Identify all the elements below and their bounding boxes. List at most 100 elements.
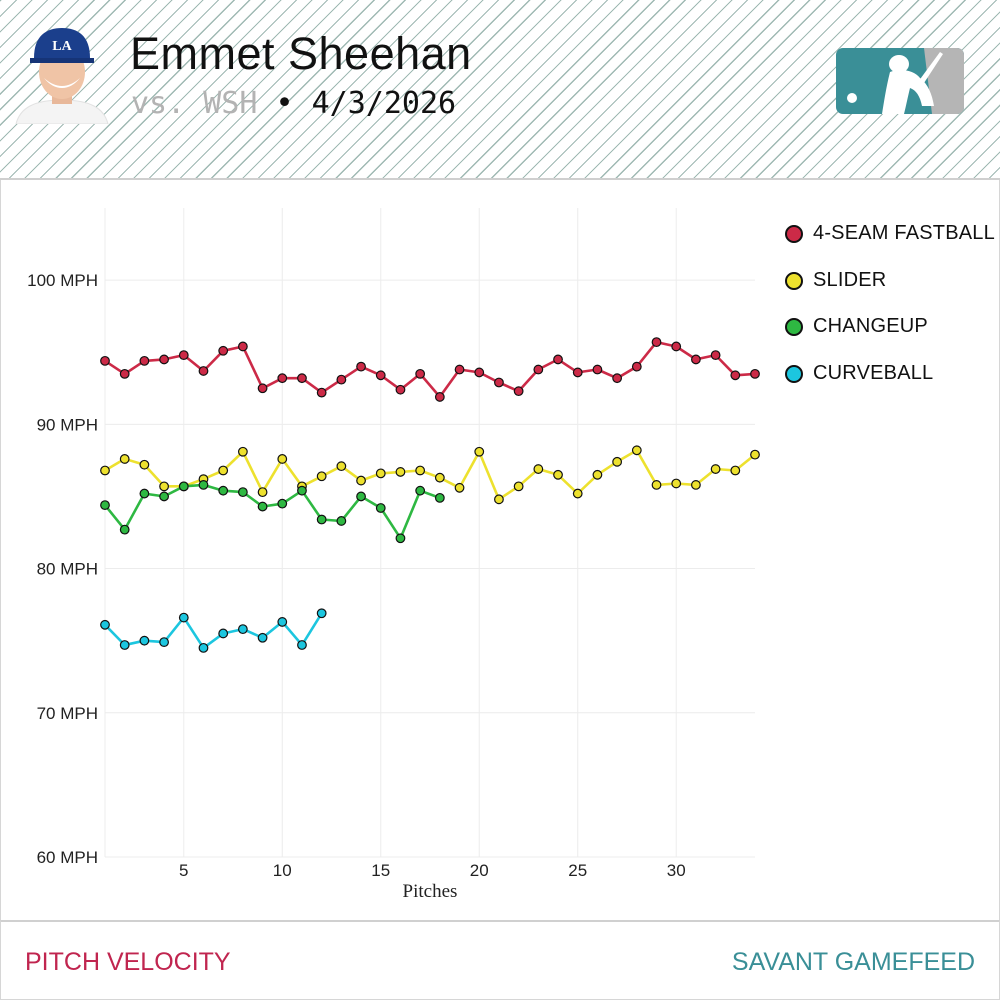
data-point: [178, 350, 189, 361]
data-point: [257, 487, 268, 498]
data-point: [592, 364, 603, 375]
x-tick-label: 30: [667, 861, 686, 880]
data-point: [237, 446, 248, 457]
data-point: [415, 465, 426, 476]
data-point: [513, 386, 524, 397]
logo-batter-silhouette: [882, 52, 943, 114]
data-point: [257, 383, 268, 394]
data-point: [139, 355, 150, 366]
series-line: [104, 612, 323, 650]
data-point: [750, 368, 760, 379]
series-changeup: [100, 480, 445, 544]
axis-labels: 60 MPH 70 MPH 80 MPH 90 MPH 100 MPH 5 10 15 20 25…: [27, 271, 686, 880]
legend-item-four-seam: 4-SEAM FASTBALL: [785, 222, 995, 269]
data-point: [612, 373, 623, 384]
series-4-seam-fastball: [100, 337, 760, 402]
data-point: [198, 366, 209, 376]
legend-dot-changeup: [785, 318, 803, 337]
legend-item-curveball: CURVEBALL: [785, 362, 995, 409]
data-point: [119, 640, 130, 650]
data-point: [375, 468, 386, 479]
data-point: [159, 491, 169, 502]
data-point: [651, 480, 662, 490]
data-point: [178, 481, 189, 492]
x-tick-label: 5: [179, 861, 188, 880]
data-point: [139, 635, 150, 646]
data-point: [612, 456, 623, 467]
series-slider: [100, 445, 760, 505]
data-point: [297, 485, 307, 496]
data-point: [277, 617, 288, 627]
mlb-logo-icon: [836, 48, 964, 114]
data-point: [553, 469, 563, 480]
data-point: [494, 377, 504, 388]
data-point: [356, 491, 366, 502]
player-headshot: LA: [15, 28, 109, 124]
y-tick-label: 80 MPH: [37, 560, 98, 579]
data-point: [336, 461, 347, 472]
data-point: [710, 350, 721, 361]
series-curveball: [100, 608, 327, 653]
data-point: [356, 361, 366, 372]
player-name: Emmet Sheehan: [130, 28, 472, 79]
data-point: [100, 355, 110, 366]
data-point: [454, 482, 465, 493]
data-point: [454, 364, 465, 375]
data-point: [297, 640, 307, 650]
data-point: [277, 454, 288, 464]
data-point: [178, 612, 189, 623]
velocity-chart: 60 MPH 70 MPH 80 MPH 90 MPH 100 MPH 5 10 15 20 25…: [27, 208, 760, 902]
data-point: [119, 368, 130, 379]
data-point: [218, 345, 229, 356]
header-banner: LA Emmet Sheehan vs. WSH • 4/3/2026: [0, 0, 1000, 180]
data-point: [237, 341, 248, 352]
x-tick-label: 10: [273, 861, 292, 880]
data-point: [750, 449, 760, 460]
data-point: [710, 464, 721, 474]
data-point: [139, 488, 150, 499]
data-point: [434, 472, 445, 483]
data-point: [375, 370, 386, 381]
series-line: [104, 340, 756, 399]
series-lines: [100, 337, 760, 653]
legend-dot-slider: [785, 271, 803, 290]
data-point: [100, 465, 110, 476]
data-point: [198, 642, 209, 653]
data-point: [119, 524, 130, 535]
data-point: [159, 354, 169, 365]
legend-item-changeup: CHANGEUP: [785, 315, 995, 362]
x-tick-label: 25: [568, 861, 587, 880]
legend-dot-curveball: [785, 365, 803, 384]
data-point: [237, 624, 248, 635]
chart-area: 60 MPH 70 MPH 80 MPH 90 MPH 100 MPH 5 10 15 20 25…: [0, 180, 1000, 920]
data-point: [336, 374, 347, 385]
data-point: [415, 368, 426, 379]
data-point: [691, 354, 701, 365]
data-point: [395, 384, 406, 395]
legend-label: SLIDER: [813, 268, 887, 291]
x-axis-title: Pitches: [403, 881, 458, 902]
data-point: [671, 478, 682, 489]
data-point: [316, 387, 327, 398]
chart-legend: 4-SEAM FASTBALL SLIDER CHANGEUP CURVEBAL…: [785, 222, 995, 409]
data-point: [533, 364, 544, 375]
data-point: [671, 341, 682, 352]
separator-dot: •: [275, 86, 294, 121]
legend-item-slider: SLIDER: [785, 269, 995, 316]
game-subtitle: vs. WSH • 4/3/2026: [131, 86, 456, 121]
data-point: [159, 637, 169, 648]
data-point: [691, 480, 701, 490]
data-point: [159, 481, 169, 492]
data-point: [100, 500, 110, 510]
opponent-label: vs. WSH: [131, 86, 258, 121]
data-point: [730, 370, 741, 381]
data-point: [356, 475, 366, 486]
data-point: [631, 361, 642, 372]
data-point: [592, 469, 603, 480]
data-point: [730, 465, 741, 476]
data-point: [415, 485, 426, 496]
data-point: [316, 471, 327, 482]
data-point: [553, 354, 563, 365]
footer-brand: SAVANT GAMEFEED: [731, 948, 975, 976]
data-point: [631, 445, 642, 456]
